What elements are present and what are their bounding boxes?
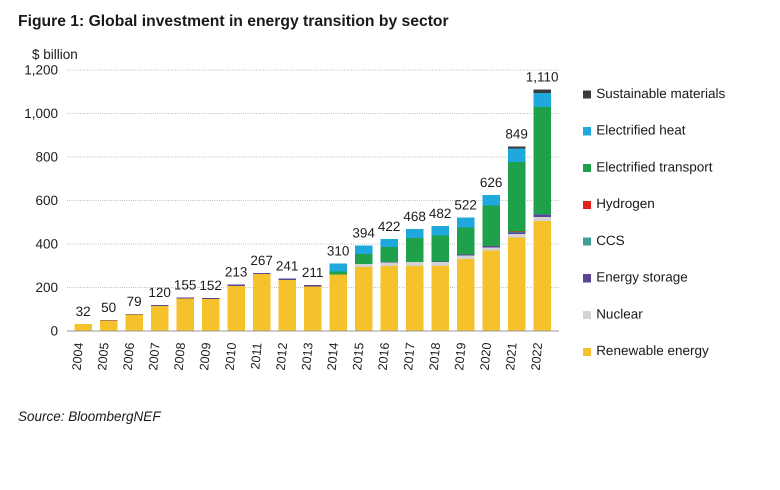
svg-text:2020: 2020 <box>478 342 494 371</box>
svg-text:849: 849 <box>505 126 528 141</box>
svg-text:79: 79 <box>127 294 142 309</box>
svg-text:468: 468 <box>403 209 426 224</box>
svg-text:32: 32 <box>76 304 91 319</box>
svg-text:Energy storage: Energy storage <box>596 270 688 285</box>
svg-text:422: 422 <box>378 219 401 234</box>
svg-text:2015: 2015 <box>350 342 366 371</box>
svg-text:2018: 2018 <box>427 342 443 371</box>
svg-text:1,200: 1,200 <box>24 63 58 78</box>
svg-text:0: 0 <box>50 324 58 339</box>
svg-text:Sustainable materials: Sustainable materials <box>596 86 725 101</box>
svg-text:2011: 2011 <box>248 342 264 370</box>
svg-text:241: 241 <box>276 259 299 274</box>
svg-text:2009: 2009 <box>197 342 213 371</box>
svg-text:1,110: 1,110 <box>526 70 559 85</box>
svg-text:2004: 2004 <box>70 342 86 371</box>
svg-text:213: 213 <box>225 265 248 280</box>
svg-text:1,000: 1,000 <box>24 106 58 121</box>
svg-text:CCS: CCS <box>596 233 625 248</box>
svg-text:2005: 2005 <box>95 342 111 371</box>
svg-text:2010: 2010 <box>223 342 239 371</box>
svg-text:2012: 2012 <box>274 342 290 371</box>
svg-text:Renewable energy: Renewable energy <box>596 343 709 358</box>
svg-text:482: 482 <box>429 206 452 221</box>
svg-text:400: 400 <box>35 237 58 252</box>
svg-text:200: 200 <box>35 280 58 295</box>
svg-text:310: 310 <box>327 244 350 259</box>
svg-text:152: 152 <box>199 278 222 293</box>
svg-text:2017: 2017 <box>401 342 417 371</box>
svg-text:Hydrogen: Hydrogen <box>596 196 655 211</box>
svg-text:2019: 2019 <box>452 342 468 371</box>
svg-text:2022: 2022 <box>529 342 545 371</box>
svg-text:626: 626 <box>480 175 503 190</box>
svg-text:2021: 2021 <box>503 342 519 371</box>
svg-text:394: 394 <box>352 225 375 240</box>
svg-text:2013: 2013 <box>299 342 315 371</box>
svg-text:800: 800 <box>35 150 58 165</box>
svg-text:Electrified transport: Electrified transport <box>596 159 713 174</box>
svg-text:50: 50 <box>101 300 116 315</box>
svg-text:155: 155 <box>174 277 197 292</box>
svg-text:2006: 2006 <box>121 342 137 371</box>
svg-text:2014: 2014 <box>325 342 341 371</box>
svg-text:Nuclear: Nuclear <box>596 306 643 321</box>
svg-text:120: 120 <box>148 285 171 300</box>
svg-text:2016: 2016 <box>376 342 392 371</box>
svg-text:522: 522 <box>454 198 477 213</box>
svg-text:2008: 2008 <box>172 342 188 371</box>
svg-text:2007: 2007 <box>146 342 162 371</box>
svg-text:211: 211 <box>302 265 324 280</box>
svg-text:Electrified heat: Electrified heat <box>596 123 686 138</box>
svg-text:600: 600 <box>35 193 58 208</box>
svg-text:267: 267 <box>250 253 273 268</box>
